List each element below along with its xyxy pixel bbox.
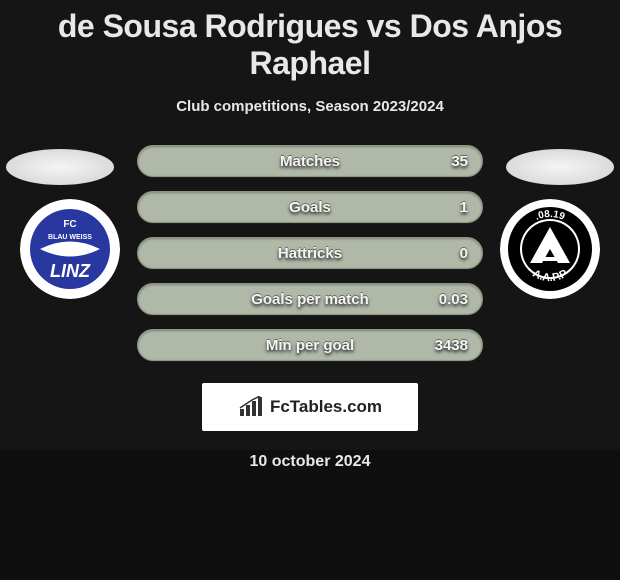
stat-row: Hattricks 0: [137, 237, 483, 269]
stat-label: Goals: [289, 199, 331, 216]
date-label: 10 october 2024: [0, 453, 620, 471]
svg-text:FC: FC: [63, 219, 76, 230]
branding-badge: FcTables.com: [202, 383, 418, 431]
stat-row: Min per goal 3438: [137, 329, 483, 361]
stat-row: Goals 1: [137, 191, 483, 223]
svg-text:LINZ: LINZ: [50, 261, 91, 281]
club-logo-left: FC BLAU WEISS LINZ: [20, 199, 120, 299]
svg-text:BLAU WEISS: BLAU WEISS: [48, 234, 92, 241]
stat-row: Goals per match 0.03: [137, 283, 483, 315]
club-badge-left-icon: FC BLAU WEISS LINZ: [20, 199, 120, 299]
stat-label: Matches: [280, 153, 340, 170]
branding-text: FcTables.com: [270, 397, 382, 417]
stats-list: Matches 35 Goals 1 Hattricks 0 Goals per…: [137, 145, 483, 361]
stat-value: 0: [460, 245, 468, 262]
club-badge-right-icon: .08.19 A.A.P.P: [500, 199, 600, 299]
player-silhouette-left: [6, 149, 114, 185]
stat-label: Min per goal: [266, 337, 354, 354]
stat-label: Hattricks: [278, 245, 342, 262]
comparison-panel: FC BLAU WEISS LINZ .08.19 A.A.P.P Matche…: [0, 145, 620, 361]
bar-chart-icon: [238, 396, 264, 418]
stat-label: Goals per match: [251, 291, 369, 308]
stat-value: 35: [451, 153, 468, 170]
stat-value: 3438: [435, 337, 468, 354]
subtitle: Club competitions, Season 2023/2024: [0, 98, 620, 115]
club-logo-right: .08.19 A.A.P.P: [500, 199, 600, 299]
stat-value: 1: [460, 199, 468, 216]
stat-value: 0.03: [439, 291, 468, 308]
player-silhouette-right: [506, 149, 614, 185]
stat-row: Matches 35: [137, 145, 483, 177]
page-title: de Sousa Rodrigues vs Dos Anjos Raphael: [0, 0, 620, 82]
